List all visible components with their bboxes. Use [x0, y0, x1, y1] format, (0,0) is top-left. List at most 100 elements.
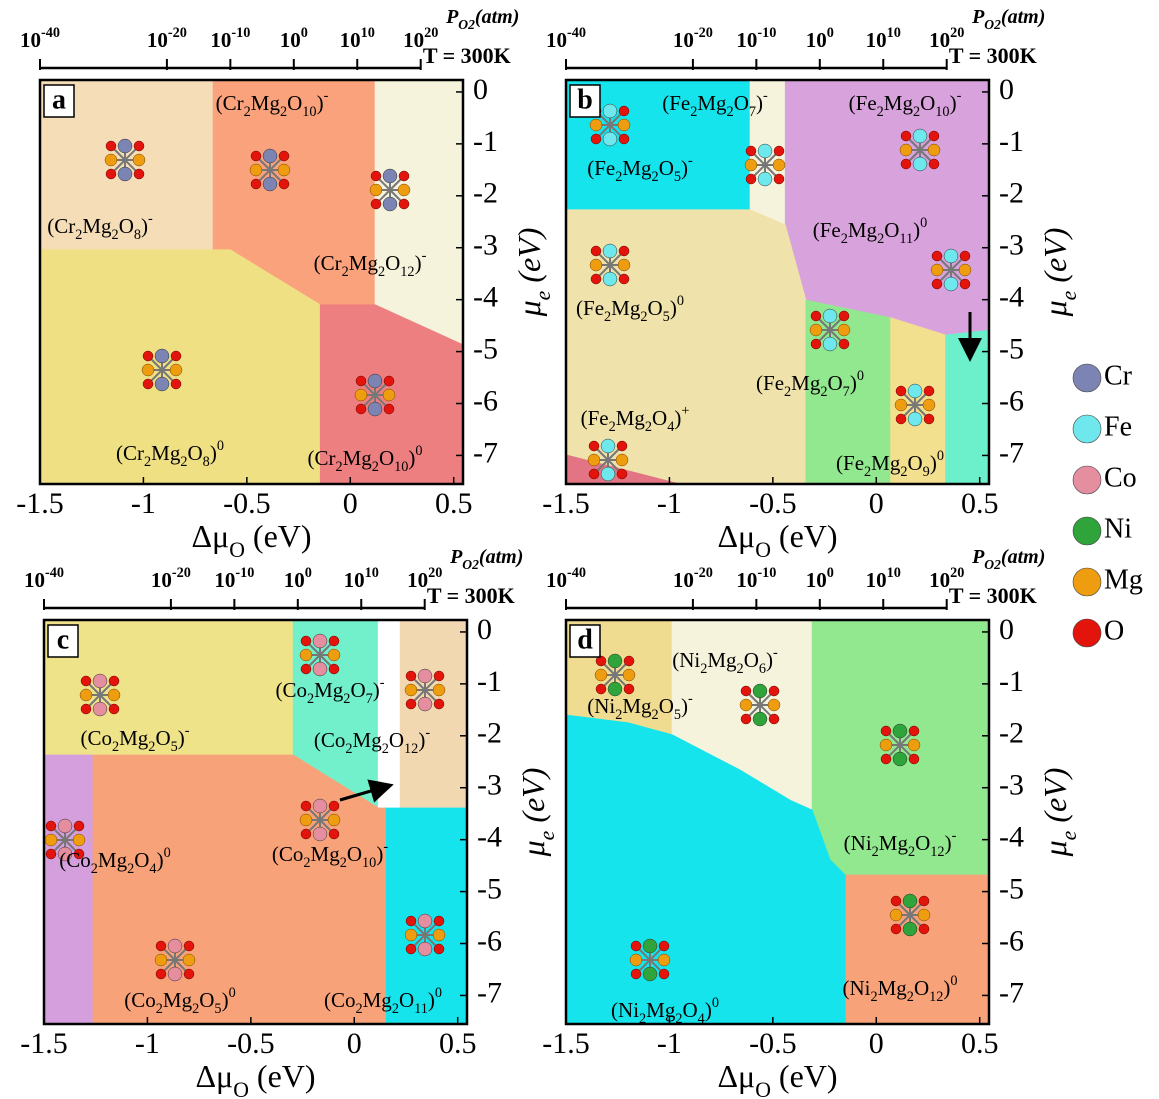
atom	[768, 699, 780, 711]
atom	[659, 941, 669, 951]
y-tick-label: -5	[999, 332, 1024, 365]
cluster-icon	[355, 374, 395, 416]
y-tick-label: -6	[473, 384, 498, 417]
atom	[929, 131, 939, 141]
atom	[896, 386, 906, 396]
cluster-icon	[300, 799, 340, 841]
panel: (Ni2Mg2O5)-(Ni2Mg2O6)-(Ni2Mg2O12)-(Ni2Mg…	[542, 546, 1081, 1099]
top-tick-label: 1010	[340, 25, 375, 52]
atom	[618, 259, 630, 271]
atom	[399, 171, 409, 181]
atom	[881, 754, 891, 764]
atom	[279, 151, 289, 161]
atom	[434, 699, 444, 709]
atom	[881, 726, 891, 736]
atom	[932, 279, 942, 289]
x-tick-label: 0.5	[439, 1027, 477, 1060]
atom	[356, 404, 366, 414]
atom	[774, 146, 784, 156]
cluster-icon	[405, 669, 445, 711]
atom	[73, 834, 85, 846]
atom	[80, 689, 92, 701]
atom	[896, 414, 906, 424]
atom	[398, 184, 410, 196]
atom	[589, 469, 599, 479]
top-tick-label: 10-10	[210, 25, 250, 52]
atom	[959, 264, 971, 276]
atom	[643, 967, 657, 981]
atom	[383, 169, 397, 183]
atom	[106, 169, 116, 179]
x-axis-title: ΔμO (eV)	[195, 1058, 315, 1099]
x-tick-label: -1.5	[20, 1027, 68, 1060]
temperature-label: T = 300K	[423, 43, 511, 68]
atom	[134, 141, 144, 151]
atom	[811, 339, 821, 349]
atom	[624, 656, 634, 666]
atom	[301, 801, 311, 811]
atom	[839, 311, 849, 321]
y-tick-label: -7	[999, 436, 1024, 469]
atom	[893, 752, 907, 766]
atom	[890, 909, 902, 921]
atom	[908, 412, 922, 426]
atom	[329, 801, 339, 811]
atom	[617, 469, 627, 479]
cluster-icon	[80, 674, 120, 716]
cluster-icon	[105, 139, 145, 181]
y-tick-label: -4	[473, 281, 498, 314]
y-axis-title: μe (eV)	[515, 768, 559, 858]
y-tick-label: -1	[477, 665, 502, 698]
atom	[418, 942, 432, 956]
y-tick-label: -3	[999, 769, 1024, 802]
atom	[313, 799, 327, 813]
legend-swatch	[1073, 364, 1101, 392]
y-tick-label: -1	[999, 665, 1024, 698]
y-tick-label: 0	[473, 73, 488, 106]
y-tick-label: -3	[999, 229, 1024, 262]
atom	[301, 664, 311, 674]
atom	[839, 339, 849, 349]
atom	[619, 106, 629, 116]
atom	[58, 819, 72, 833]
x-tick-label: 0.5	[435, 487, 473, 520]
panel-letter: d	[577, 624, 593, 655]
atom	[250, 164, 262, 176]
atom	[603, 272, 617, 286]
atom	[631, 941, 641, 951]
legend-label: Cr	[1104, 360, 1133, 391]
top-tick-label: 10-20	[673, 25, 713, 52]
atom	[251, 179, 261, 189]
y-tick-label: -6	[999, 924, 1024, 957]
top-axis-title: PO2(atm)	[971, 6, 1045, 32]
atom	[909, 754, 919, 764]
atom	[383, 389, 395, 401]
atom	[891, 896, 901, 906]
atom	[46, 821, 56, 831]
atom	[908, 384, 922, 398]
atom	[405, 684, 417, 696]
atom	[384, 404, 394, 414]
atom	[658, 954, 670, 966]
atom	[313, 662, 327, 676]
atom	[278, 164, 290, 176]
atom	[406, 916, 416, 926]
atom	[924, 386, 934, 396]
temperature-label: T = 300K	[427, 583, 515, 608]
atom	[746, 146, 756, 156]
cluster-icon	[300, 634, 340, 676]
atom	[929, 159, 939, 169]
atom	[142, 364, 154, 376]
atom	[370, 184, 382, 196]
atom	[143, 379, 153, 389]
x-tick-label: -1	[657, 1027, 682, 1060]
atom	[903, 922, 917, 936]
atom	[931, 264, 943, 276]
atom	[596, 684, 606, 694]
y-tick-label: 0	[999, 613, 1014, 646]
atom	[603, 132, 617, 146]
top-tick-label: 10-40	[546, 565, 586, 592]
top-tick-label: 10-10	[214, 565, 254, 592]
atom	[603, 244, 617, 258]
legend-swatch	[1073, 415, 1101, 443]
